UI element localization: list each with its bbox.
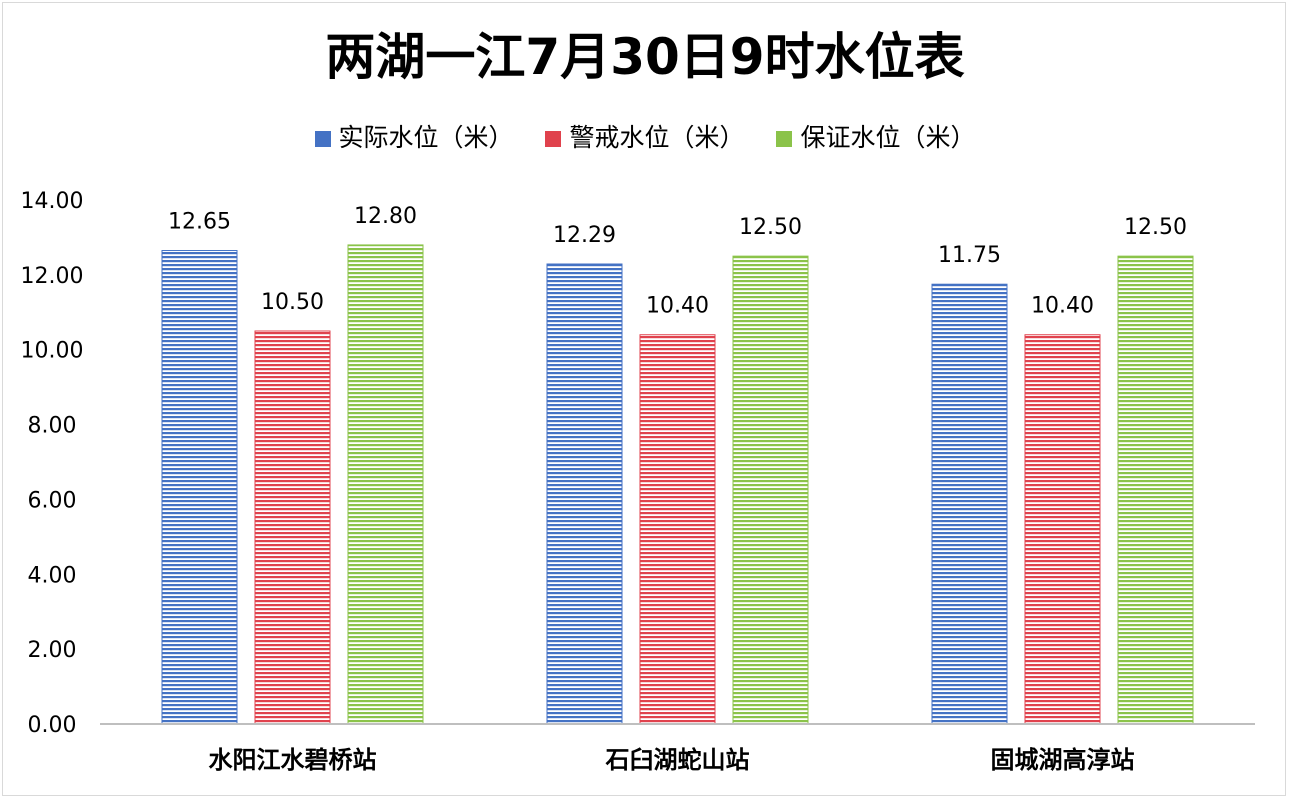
legend-label-guarantee: 保证水位（米） xyxy=(800,123,976,152)
bars: 12.65 10.50 12.80 12.29 10.40 12.50 11.75 10.40… xyxy=(161,204,1194,725)
legend-label-warning: 警戒水位（米） xyxy=(569,123,745,152)
bar-actual xyxy=(161,250,238,725)
bar-guarantee xyxy=(732,255,809,725)
bar-actual xyxy=(931,283,1008,725)
bar-actual xyxy=(546,263,623,725)
bar-warning xyxy=(254,330,331,725)
y-axis: 0.00 2.00 4.00 6.00 8.00 10.00 12.00 14.00 xyxy=(21,189,84,738)
y-tick-label: 10.00 xyxy=(21,339,84,364)
legend: 实际水位（米） 警戒水位（米） 保证水位（米） xyxy=(0,118,1290,154)
bar-guarantee xyxy=(347,244,424,725)
legend-label-actual: 实际水位（米） xyxy=(338,123,514,152)
data-label: 10.40 xyxy=(646,294,709,319)
y-tick-label: 12.00 xyxy=(21,264,84,289)
x-category-label: 石臼湖蛇山站 xyxy=(605,746,750,774)
y-tick-label: 4.00 xyxy=(28,563,77,588)
data-label: 12.29 xyxy=(553,223,616,248)
x-axis: 水阳江水碧桥站 石臼湖蛇山站 固城湖高淳站 xyxy=(100,723,1255,774)
legend-item-guarantee: 保证水位（米） xyxy=(776,118,975,154)
data-label: 10.40 xyxy=(1031,294,1094,319)
data-label: 12.50 xyxy=(1124,215,1187,240)
bar-warning xyxy=(639,334,716,725)
legend-swatch-guarantee xyxy=(776,131,793,147)
legend-item-actual: 实际水位（米） xyxy=(314,118,514,154)
y-tick-label: 2.00 xyxy=(28,638,77,663)
y-tick-label: 8.00 xyxy=(28,414,77,439)
data-label: 12.80 xyxy=(354,204,417,229)
x-category-label: 水阳江水碧桥站 xyxy=(209,746,377,774)
chart-title: 两湖一江7月30日9时水位表 xyxy=(325,28,965,86)
y-tick-label: 0.00 xyxy=(28,713,77,738)
legend-swatch-warning xyxy=(545,131,562,147)
legend-item-warning: 警戒水位（米） xyxy=(545,118,745,154)
data-label: 10.50 xyxy=(261,290,324,315)
y-tick-label: 6.00 xyxy=(28,488,77,513)
data-label: 12.65 xyxy=(168,210,231,235)
x-category-label: 固城湖高淳站 xyxy=(991,746,1135,774)
data-label: 11.75 xyxy=(938,243,1001,268)
data-label: 12.50 xyxy=(739,215,802,240)
bar-warning xyxy=(1024,334,1101,725)
legend-swatch-actual xyxy=(314,131,331,147)
bar-guarantee xyxy=(1117,255,1194,725)
y-tick-label: 14.00 xyxy=(21,189,84,214)
